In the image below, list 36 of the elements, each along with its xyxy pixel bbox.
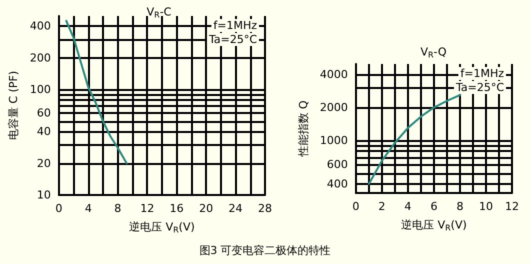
annotation: Ta=25°C [454, 81, 504, 94]
y-tick-label: 100 [30, 83, 51, 96]
y-tick-label: 200 [30, 51, 51, 64]
y-tick-label: 400 [30, 20, 51, 33]
y-tick-label: 400 [326, 177, 348, 190]
x-tick-label: 6 [430, 200, 438, 213]
y-tick-label: 1000 [320, 134, 348, 147]
x-tick-label: 8 [114, 202, 122, 215]
x-tick-label: 10 [478, 200, 493, 213]
x-tick-label: 8 [456, 200, 464, 213]
y-tick-label: 40 [36, 125, 51, 138]
line-series [65, 20, 128, 164]
x-tick-label: 0 [55, 202, 62, 215]
x-tick-label: 20 [199, 202, 214, 215]
x-tick-label: 12 [505, 200, 519, 213]
y-tick-label: 10 [36, 188, 51, 202]
y-axis-title: 电容量 C (PF) [7, 70, 20, 140]
caption: 图3 可变电容二极体的特性 [198, 243, 332, 258]
annotation: Ta=25°C [208, 33, 258, 46]
x-tick-label: 24 [228, 202, 243, 215]
x-tick-label: 4 [84, 202, 92, 215]
y-axis-title: 性能指数 Q [297, 100, 310, 158]
line-series [368, 94, 461, 185]
x-tick-label: 16 [170, 202, 184, 215]
y-tick-label: 2000 [320, 100, 348, 114]
x-tick-label: 2 [378, 200, 386, 213]
x-tick-label: 12 [140, 202, 154, 215]
x-tick-label: 0 [352, 200, 360, 213]
x-tick-label: 4 [404, 200, 412, 213]
annotation: f=1MHz [460, 67, 504, 80]
y-tick-label: 60 [36, 106, 51, 120]
y-tick-label: 20 [36, 156, 51, 170]
y-tick-label: 4000 [320, 68, 348, 82]
annotation: f=1MHz [213, 19, 258, 32]
x-tick-label: 28 [258, 202, 272, 215]
y-tick-label: 600 [326, 158, 348, 172]
